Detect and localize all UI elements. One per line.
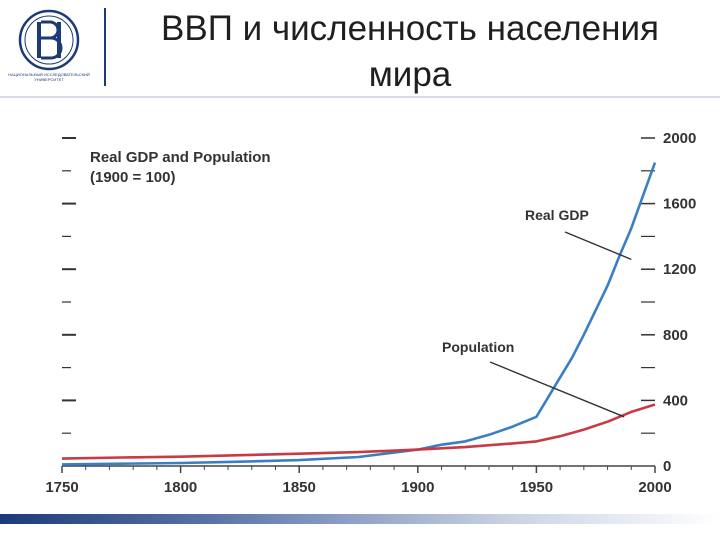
chart-annotations: Real GDP Population xyxy=(442,207,632,418)
university-logo xyxy=(18,9,80,71)
y-tick-label: 2000 xyxy=(663,130,696,147)
chart-axes: 1750 1800 1850 1900 1950 2000 0 400 800 1200 1600 2… xyxy=(45,130,696,496)
annotation-leader-line xyxy=(489,361,625,418)
slide-header: НАЦИОНАЛЬНЫЙ ИССЛЕДОВАТЕЛЬСКИЙ УНИВЕРСИТ… xyxy=(0,0,720,100)
header-divider xyxy=(104,8,106,86)
series-line-population xyxy=(61,403,656,460)
logo-caption: НАЦИОНАЛЬНЫЙ ИССЛЕДОВАТЕЛЬСКИЙ УНИВЕРСИТ… xyxy=(8,72,90,82)
x-tick-label: 1850 xyxy=(283,479,316,496)
x-tick-label: 2000 xyxy=(638,479,671,496)
title-line-2: мира xyxy=(368,55,452,94)
chart-subtitle: (1900 = 100) xyxy=(90,169,175,186)
y-tick-label: 1600 xyxy=(663,196,696,213)
x-tick-label: 1950 xyxy=(520,479,553,496)
annotation-leader-line xyxy=(564,231,632,261)
x-tick-label: 1800 xyxy=(164,479,197,496)
y-tick-label: 0 xyxy=(663,458,671,475)
y-tick-label: 800 xyxy=(663,327,688,344)
header-separator xyxy=(0,96,720,98)
x-tick-label: 1900 xyxy=(401,479,434,496)
footer-bar xyxy=(0,514,720,524)
gdp-population-chart: Real GDP and Population (1900 = 100) 175… xyxy=(45,130,696,496)
annotation-label: Real GDP xyxy=(525,207,589,223)
series-line-real-gdp xyxy=(61,162,657,466)
page-title: ВВП и численность населения мира xyxy=(110,6,710,98)
y-tick-label: 1200 xyxy=(663,261,696,278)
y-tick-label: 400 xyxy=(663,392,688,409)
x-tick-label: 1750 xyxy=(45,479,78,496)
title-line-1: ВВП и численность населения xyxy=(161,9,659,48)
chart-series xyxy=(61,162,657,466)
chart-title: Real GDP and Population xyxy=(90,149,271,166)
annotation-label: Population xyxy=(442,339,514,355)
